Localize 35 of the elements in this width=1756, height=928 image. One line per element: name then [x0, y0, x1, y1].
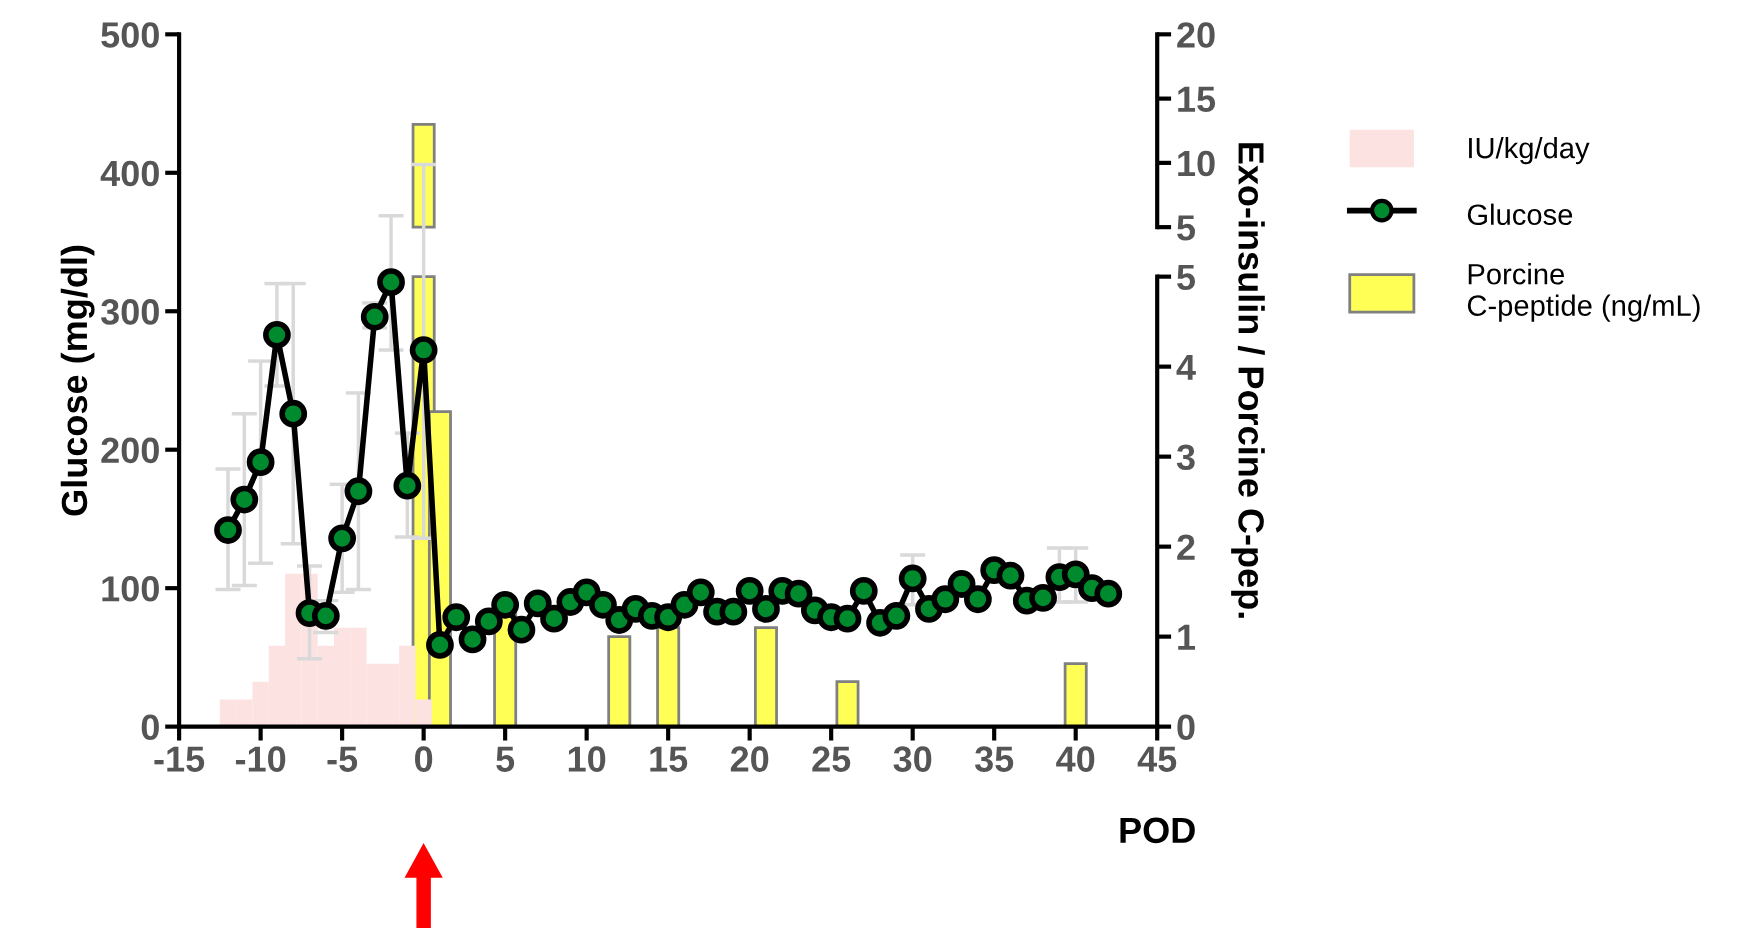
x-tick-label: 25 — [812, 746, 851, 772]
legend-label: Glucose — [1467, 203, 1573, 226]
x-tick-label: -5 — [327, 746, 358, 772]
y3-tick-label: 15 — [1178, 86, 1216, 113]
y2-tick-label: 1 — [1178, 624, 1196, 650]
y2-tick-label: 4 — [1176, 354, 1196, 380]
x-tick-label: -15 — [154, 746, 205, 772]
x-tick-label: 45 — [1137, 746, 1177, 772]
y-tick-label: 0 — [141, 714, 159, 741]
y2-tick-label: 5 — [1177, 264, 1196, 291]
x-tick-label: 15 — [650, 746, 688, 772]
x-tick-label: -10 — [235, 746, 286, 772]
x-axis-title: POD — [1120, 817, 1195, 844]
y-axis-title: Glucose (mg/dl) — [60, 245, 95, 516]
x-tick-label: 30 — [893, 746, 932, 772]
legend-label: Porcine C-peptide (ng/mL) — [1467, 263, 1700, 322]
y-tick-label: 500 — [101, 22, 159, 48]
y-tick-label: 300 — [100, 299, 159, 325]
y-tick-label: 100 — [102, 576, 159, 602]
y-tick-label: 200 — [101, 437, 159, 464]
x-tick-label: 35 — [974, 746, 1014, 772]
y2-tick-label: 0 — [1177, 714, 1195, 741]
x-tick-label: 0 — [415, 746, 433, 772]
y2-tick-label: 2 — [1177, 534, 1195, 560]
x-tick-label: 10 — [568, 746, 606, 772]
x-tick-label: 5 — [496, 746, 515, 772]
x-tick-label: 20 — [730, 746, 769, 772]
y3-tick-label: 5 — [1177, 215, 1196, 241]
y2-tick-label: 3 — [1176, 444, 1195, 471]
y2-axis-title: Exo-insulin / Porcine C-pep. — [1231, 143, 1265, 618]
y3-tick-label: 10 — [1178, 150, 1215, 177]
y-tick-label: 400 — [100, 160, 159, 187]
legend-label: IU/kg/day — [1469, 136, 1590, 165]
y3-tick-label: 20 — [1177, 22, 1215, 48]
x-tick-label: 40 — [1056, 746, 1095, 772]
